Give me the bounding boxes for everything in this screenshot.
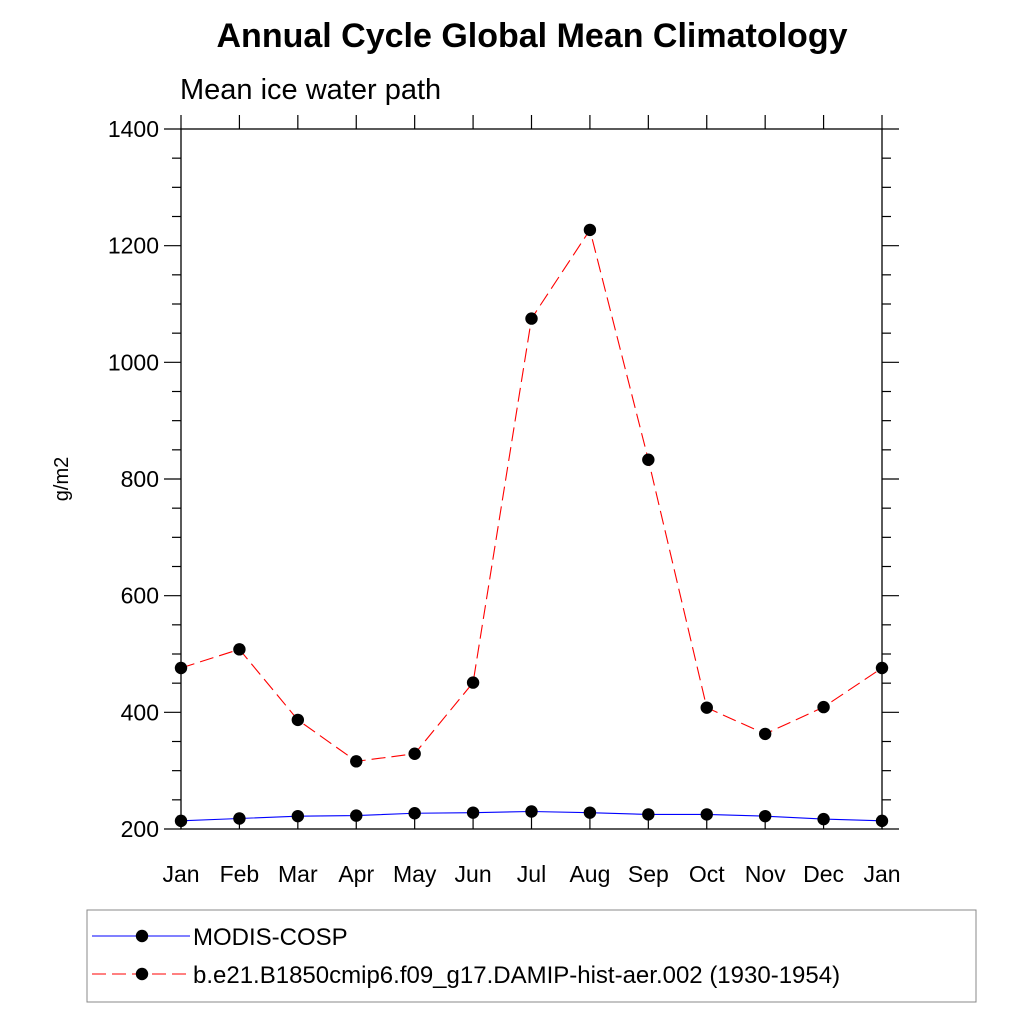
series-1-point (408, 807, 421, 820)
series-1-point (350, 809, 363, 822)
x-tick-label: Jan (863, 861, 900, 887)
x-tick-label: May (393, 861, 437, 887)
y-tick-label: 1000 (108, 349, 159, 375)
series-2-point (350, 755, 363, 768)
legend: MODIS-COSP b.e21.B1850cmip6.f09_g17.DAMIP… (86, 909, 977, 1003)
series-2-point (525, 312, 538, 325)
x-tick-label: Apr (338, 861, 374, 887)
chart-subtitle: Mean ice water path (180, 74, 441, 106)
y-tick-label: 200 (121, 816, 159, 842)
y-axis-label: g/m2 (51, 457, 73, 501)
series-2-point (642, 453, 655, 466)
x-tick-label: Feb (220, 861, 260, 887)
x-tick-label: Mar (278, 861, 318, 887)
series-1-point (233, 812, 246, 825)
series-line-2 (180, 228, 883, 762)
y-tick-label: 800 (121, 466, 159, 492)
series-1-point (291, 809, 305, 823)
series-1-point (758, 809, 772, 823)
y-tick-label: 400 (121, 699, 159, 725)
series-2-point (408, 747, 421, 760)
plot-frame (180, 128, 883, 830)
y-tick-labels: 200 400 600 800 1000 1200 1400 (108, 116, 159, 842)
series-2-point (817, 700, 830, 714)
legend-label-2: b.e21.B1850cmip6.f09_g17.DAMIP-hist-aer.… (193, 962, 840, 989)
x-tick-label: Oct (689, 861, 725, 887)
series-2-point (583, 223, 597, 237)
series-1-point (700, 808, 713, 821)
legend-box (86, 909, 977, 1003)
x-tick-label: Nov (745, 861, 786, 887)
series-1-point (583, 806, 597, 819)
series-1-point (817, 812, 830, 826)
legend-marker-1 (135, 929, 149, 943)
x-tick-labels: Jan Feb Mar Apr May Jun Jul Aug Sep Oct Nov Dec Jan (162, 861, 900, 887)
legend-label-1: MODIS-COSP (193, 924, 348, 951)
axis-ticks (164, 115, 899, 830)
x-tick-label: Jul (517, 861, 546, 887)
series-layer (174, 223, 889, 828)
series-2-point (233, 643, 246, 656)
x-tick-label: Jan (162, 861, 199, 887)
x-tick-label: Dec (803, 861, 844, 887)
series-1-point (466, 806, 480, 819)
series-2-point (758, 727, 772, 741)
legend-marker-2 (135, 967, 149, 981)
x-tick-label: Aug (569, 861, 610, 887)
series-1-point (525, 805, 538, 818)
series-2-point (291, 713, 305, 727)
y-tick-label: 1400 (108, 116, 159, 142)
series-2-point (466, 676, 480, 689)
series-1-point (642, 808, 655, 821)
chart-title: Annual Cycle Global Mean Climatology (217, 17, 848, 55)
y-tick-label: 600 (121, 583, 159, 609)
y-tick-label: 1200 (108, 233, 159, 259)
series-2-point (700, 701, 713, 714)
x-tick-label: Jun (455, 861, 492, 887)
x-tick-label: Sep (628, 861, 669, 887)
